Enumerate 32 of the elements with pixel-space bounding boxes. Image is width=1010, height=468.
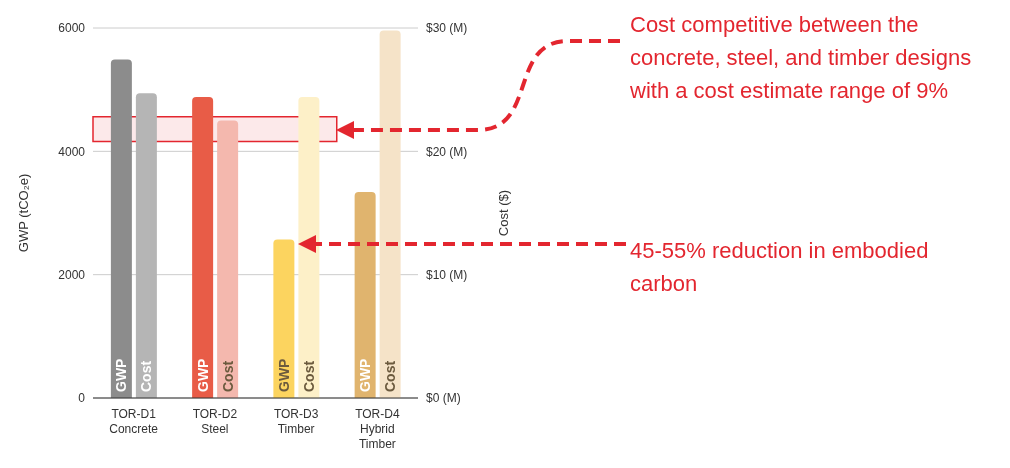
y2-tick-label: $0 (M) [426,391,461,406]
text: 45-55% reduction in embodied carbon [630,237,930,298]
bar [354,192,376,398]
text: GWP [194,358,211,392]
bar [135,93,157,398]
x-tick-label: TOR-D4 Hybrid Timber [355,407,400,451]
y-tick-label: 4000 [58,144,86,159]
series-label: Cost [138,360,155,392]
x-tick-label: TOR-D3 Timber [273,407,319,436]
y2-tick-label: $30 (M) [426,21,468,36]
text: Cost competitive between the concrete, steel, and timber designs with a cost estimate range of 9% [630,11,973,105]
bar [379,30,401,398]
y2-tick-label: $20 (M) [426,144,468,159]
y2-axis-title: Cost ($) [495,189,511,237]
bar [217,120,239,398]
text: Cost [382,360,399,392]
bar [110,59,132,398]
text: Cost [219,360,236,392]
y2-tick-label: $10 (M) [426,267,468,282]
bar [298,97,320,398]
text: GWP [275,358,292,392]
x-tick-label: TOR-D1 Concrete [109,407,159,436]
y-tick-label: 6000 [58,21,86,36]
text: GWP [357,358,374,392]
y-tick-label: 2000 [58,267,86,282]
y-tick-label: 0 [78,391,86,406]
text: Cost [300,360,317,392]
bar [273,239,295,398]
bar [192,97,214,398]
series-label: GWP [113,358,130,392]
y-axis-title: GWP (tCO₂e) [15,173,31,253]
x-tick-label: TOR-D2 Steel [192,407,238,436]
